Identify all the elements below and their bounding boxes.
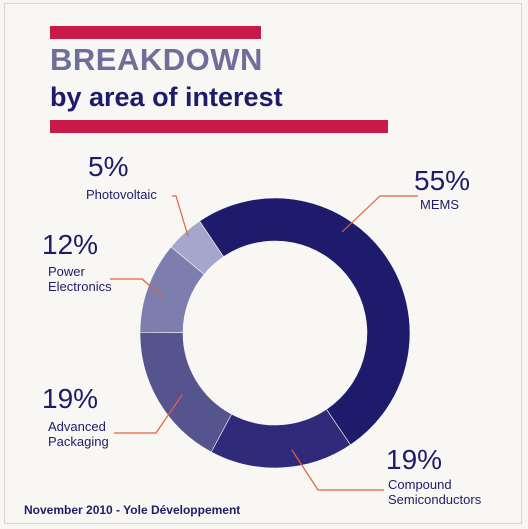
leader-line-mems	[341, 195, 418, 233]
advanced-packaging-label-line-2: Packaging	[48, 434, 109, 449]
photovoltaic-category-label: Photovoltaic	[86, 187, 157, 202]
chart-title: BREAKDOWN	[50, 42, 263, 77]
photovoltaic-label-line: Photovoltaic	[86, 187, 157, 202]
title-accent-bar-top	[50, 26, 261, 39]
power-electronics-label-line-1: Power	[48, 264, 85, 279]
power-electronics-category-label: Power Electronics	[48, 264, 112, 294]
leader-line-advanced-packaging	[114, 394, 183, 434]
mems-label-line: MEMS	[420, 197, 459, 212]
leader-line-photovoltaic	[172, 195, 189, 237]
leader-line-compound-semiconductors	[291, 449, 384, 491]
advanced-packaging-label-line-1: Advanced	[48, 419, 106, 434]
source-footnote: November 2010 - Yole Développement	[24, 503, 241, 517]
title-accent-bar-bottom	[50, 120, 388, 133]
compound-semiconductors-category-label: Compound Semiconductors	[388, 477, 481, 507]
chart-subtitle: by area of interest	[50, 82, 283, 112]
mems-percent-label: 55%	[414, 165, 471, 196]
donut-slice-mems	[199, 197, 411, 446]
power-electronics-percent-label: 12%	[42, 229, 99, 260]
advanced-packaging-category-label: Advanced Packaging	[48, 419, 109, 449]
donut-slice-photovoltaic	[170, 220, 224, 275]
compound-semiconductors-label-line-1: Compound	[388, 477, 452, 492]
donut-slice-compound-semiconductors	[210, 408, 351, 469]
advanced-packaging-percent-label: 19%	[42, 383, 99, 414]
compound-semiconductors-percent-label: 19%	[386, 444, 443, 475]
power-electronics-label-line-2: Electronics	[48, 279, 112, 294]
compound-semiconductors-label-line-2: Semiconductors	[388, 492, 482, 507]
donut-slice-advanced-packaging	[139, 331, 232, 453]
photovoltaic-percent-label: 5%	[88, 151, 129, 182]
mems-category-label: MEMS	[420, 197, 459, 212]
leader-line-power-electronics	[110, 278, 163, 297]
